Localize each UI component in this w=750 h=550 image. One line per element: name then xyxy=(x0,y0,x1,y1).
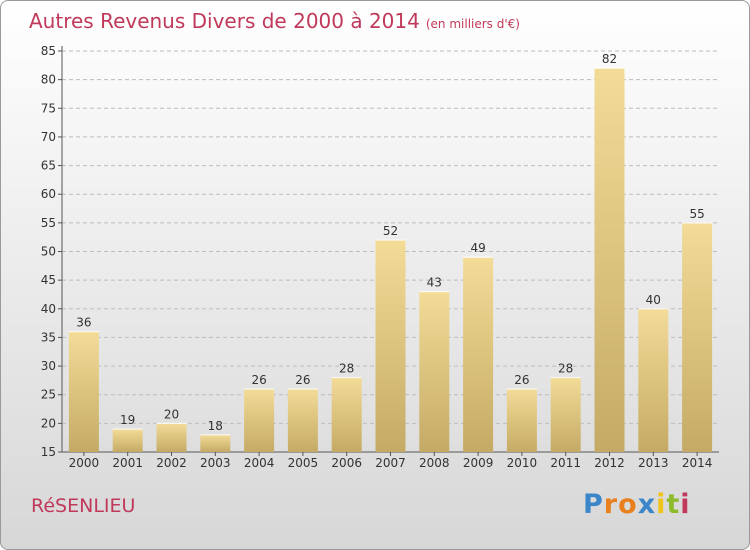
bar-value-label: 82 xyxy=(602,52,617,66)
x-tick-label: 2001 xyxy=(112,456,143,470)
x-tick-label: 2006 xyxy=(331,456,362,470)
bar xyxy=(375,240,406,452)
x-tick-label: 2009 xyxy=(463,456,494,470)
y-tick-label: 35 xyxy=(41,330,56,344)
bar xyxy=(638,308,669,452)
bar xyxy=(331,377,362,452)
y-tick-label: 85 xyxy=(41,44,56,58)
y-tick-label: 60 xyxy=(41,187,56,201)
chart-title: Autres Revenus Divers de 2000 à 2014 (en … xyxy=(29,9,520,33)
bar-value-label: 18 xyxy=(208,419,223,433)
bar-value-label: 49 xyxy=(470,241,485,255)
bar xyxy=(200,434,231,452)
y-tick-label: 75 xyxy=(41,101,56,115)
y-tick-label: 45 xyxy=(41,273,56,287)
y-tick-label: 65 xyxy=(41,159,56,173)
logo-letter: i xyxy=(656,489,667,520)
logo-letter: x xyxy=(637,489,657,520)
x-tick-label: 2010 xyxy=(507,456,538,470)
y-tick-label: 15 xyxy=(41,445,56,459)
bar-value-label: 43 xyxy=(427,276,442,290)
y-tick-label: 50 xyxy=(41,245,56,259)
logo-letter: r xyxy=(603,489,619,520)
chart-subtitle: (en milliers d'€) xyxy=(425,17,520,31)
y-tick-label: 40 xyxy=(41,302,56,316)
bar xyxy=(506,388,537,452)
x-tick-label: 2011 xyxy=(550,456,581,470)
bar xyxy=(68,331,99,452)
logo-letter: P xyxy=(583,489,604,520)
bar-value-label: 52 xyxy=(383,224,398,238)
x-tick-label: 2013 xyxy=(638,456,669,470)
commune-name: RéSENLIEU xyxy=(31,495,136,517)
bar-value-label: 26 xyxy=(295,373,310,387)
chart-title-text: Autres Revenus Divers de 2000 à 2014 xyxy=(29,9,420,33)
bar xyxy=(244,388,275,452)
bar-value-label: 26 xyxy=(514,373,529,387)
bar xyxy=(550,377,581,452)
y-tick-label: 20 xyxy=(41,416,56,430)
logo-letter: i xyxy=(680,489,691,520)
x-tick-label: 2007 xyxy=(375,456,406,470)
bar-value-label: 19 xyxy=(120,413,135,427)
logo-letter: t xyxy=(666,489,681,520)
y-tick-label: 30 xyxy=(41,359,56,373)
bar-value-label: 20 xyxy=(164,407,179,421)
x-tick-label: 2004 xyxy=(244,456,275,470)
logo-letter: o xyxy=(618,489,638,520)
x-tick-label: 2014 xyxy=(682,456,713,470)
y-tick-label: 55 xyxy=(41,216,56,230)
x-tick-label: 2002 xyxy=(156,456,187,470)
x-tick-label: 2008 xyxy=(419,456,450,470)
bar-value-label: 55 xyxy=(689,207,704,221)
bar-value-label: 26 xyxy=(251,373,266,387)
bar-value-label: 28 xyxy=(558,362,573,376)
y-tick-label: 25 xyxy=(41,388,56,402)
bar xyxy=(594,68,625,452)
x-tick-label: 2003 xyxy=(200,456,231,470)
bar xyxy=(112,429,143,452)
bar-value-label: 40 xyxy=(646,293,661,307)
x-tick-label: 2000 xyxy=(69,456,100,470)
bar xyxy=(419,291,450,452)
bar xyxy=(682,222,713,452)
x-tick-label: 2012 xyxy=(594,456,625,470)
proxiti-logo: Proxiti xyxy=(583,489,691,520)
bar-value-label: 28 xyxy=(339,362,354,376)
bar xyxy=(287,388,318,452)
x-tick-label: 2005 xyxy=(288,456,319,470)
bar xyxy=(463,257,494,452)
y-tick-label: 80 xyxy=(41,73,56,87)
y-tick-label: 70 xyxy=(41,130,56,144)
bar xyxy=(156,423,187,452)
bar-value-label: 36 xyxy=(76,316,91,330)
